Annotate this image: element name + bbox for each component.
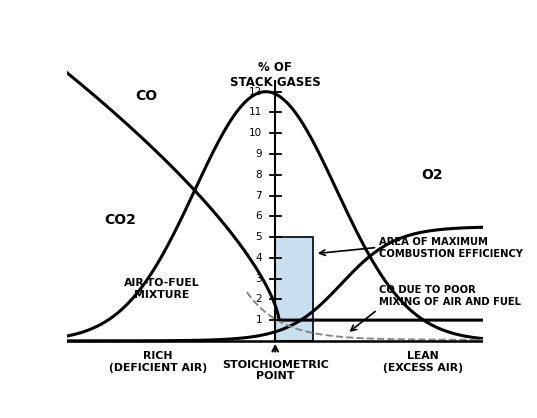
- Text: 4: 4: [256, 253, 262, 263]
- Bar: [275, 237, 313, 341]
- Text: CO: CO: [135, 89, 158, 103]
- Text: 3: 3: [256, 273, 262, 283]
- Text: 5: 5: [256, 232, 262, 242]
- Text: 11: 11: [249, 107, 262, 117]
- Text: CO DUE TO POOR
MIXING OF AIR AND FUEL: CO DUE TO POOR MIXING OF AIR AND FUEL: [379, 285, 521, 307]
- Text: 1: 1: [256, 315, 262, 325]
- Text: CO2: CO2: [104, 214, 136, 227]
- Text: 6: 6: [256, 211, 262, 221]
- Text: 10: 10: [249, 128, 262, 138]
- Text: AREA OF MAXIMUM
COMBUSTION EFFICIENCY: AREA OF MAXIMUM COMBUSTION EFFICIENCY: [379, 237, 523, 260]
- Text: % OF
STACK GASES: % OF STACK GASES: [230, 61, 321, 89]
- Text: RICH
(DEFICIENT AIR): RICH (DEFICIENT AIR): [109, 351, 207, 373]
- Text: 8: 8: [256, 170, 262, 180]
- Text: 2: 2: [256, 294, 262, 304]
- Text: 12: 12: [249, 87, 262, 97]
- Text: STOICHIOMETRIC
POINT: STOICHIOMETRIC POINT: [222, 359, 329, 381]
- Text: O2: O2: [422, 168, 443, 182]
- Text: AIR-TO-FUEL
MIXTURE: AIR-TO-FUEL MIXTURE: [124, 278, 200, 300]
- Text: 7: 7: [256, 191, 262, 201]
- Text: LEAN
(EXCESS AIR): LEAN (EXCESS AIR): [383, 351, 463, 373]
- Text: 9: 9: [256, 149, 262, 159]
